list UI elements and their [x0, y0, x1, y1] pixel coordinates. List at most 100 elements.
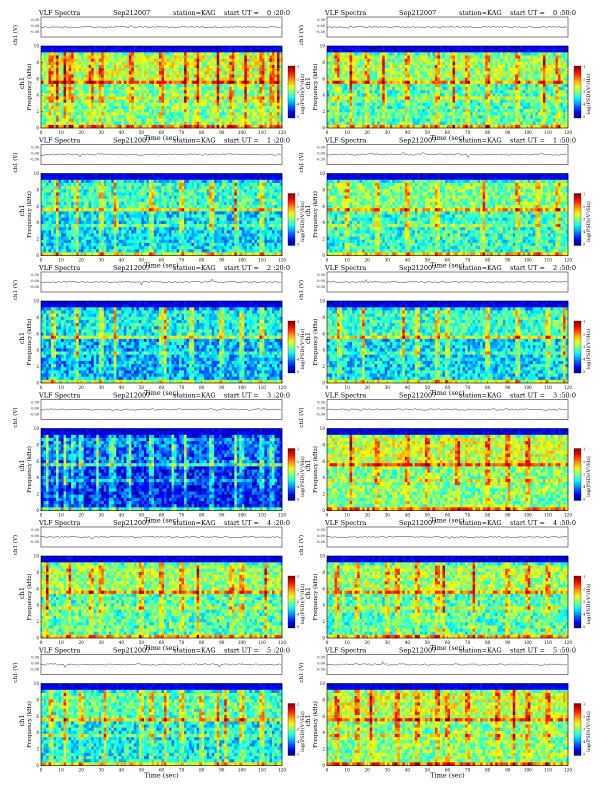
heatmap-cell — [111, 78, 114, 81]
heatmap-cell — [126, 112, 129, 115]
heatmap-cell — [99, 103, 102, 106]
heatmap-cell — [151, 65, 154, 68]
heatmap-cell — [51, 52, 54, 55]
heatmap-cell — [114, 84, 117, 87]
heatmap-cell — [131, 103, 134, 106]
heatmap-cell — [89, 65, 92, 68]
heatmap-cell — [116, 52, 119, 55]
heatmap-cell — [101, 96, 104, 99]
heatmap-cell — [179, 65, 182, 68]
heatmap-cell — [64, 115, 67, 118]
heatmap-cell — [59, 119, 62, 122]
heatmap-cell — [179, 52, 182, 55]
heatmap-cell — [56, 87, 59, 90]
heatmap-cell — [139, 100, 142, 103]
heatmap-cell — [89, 84, 92, 87]
heatmap-cell — [159, 100, 162, 103]
heatmap-cell — [154, 49, 157, 52]
heatmap-cell — [129, 68, 132, 71]
heatmap-cell — [56, 46, 59, 49]
heatmap-cell — [74, 90, 77, 93]
heatmap-cell — [151, 106, 154, 109]
heatmap-cell — [177, 78, 180, 81]
heatmap-cell — [124, 115, 127, 118]
panel-start-label: start UT = — [224, 9, 259, 17]
heatmap-cell — [86, 103, 89, 106]
heatmap-cell — [96, 115, 99, 118]
heatmap-cell — [69, 68, 72, 71]
heatmap-cell — [96, 87, 99, 90]
heatmap-cell — [179, 93, 182, 96]
heatmap-cell — [146, 55, 149, 58]
heatmap-cell — [126, 109, 129, 112]
heatmap-cell — [61, 62, 64, 65]
heatmap-cell — [121, 74, 124, 77]
heatmap-cell — [41, 90, 44, 93]
heatmap-cell — [136, 90, 139, 93]
heatmap-cell — [124, 96, 127, 99]
heatmap-cell — [71, 81, 74, 84]
heatmap-cell — [59, 93, 62, 96]
heatmap-cell — [96, 52, 99, 55]
heatmap-cell — [121, 93, 124, 96]
heatmap-cell — [126, 78, 129, 81]
heatmap-cell — [111, 74, 114, 77]
heatmap-cell — [59, 46, 62, 49]
heatmap-cell — [126, 59, 129, 62]
heatmap-cell — [116, 115, 119, 118]
heatmap-cell — [141, 122, 144, 125]
heatmap-cell — [44, 106, 47, 109]
heatmap-cell — [172, 59, 175, 62]
heatmap-cell — [134, 68, 137, 71]
heatmap-cell — [149, 84, 152, 87]
heatmap-cell — [169, 112, 172, 115]
heatmap-cell — [116, 46, 119, 49]
heatmap-cell — [174, 71, 177, 74]
heatmap-cell — [156, 65, 159, 68]
heatmap-cell — [81, 109, 84, 112]
heatmap-cell — [172, 90, 175, 93]
heatmap-cell — [174, 112, 177, 115]
heatmap-cell — [91, 62, 94, 65]
heatmap-cell — [99, 119, 102, 122]
heatmap-cell — [131, 55, 134, 58]
heatmap-cell — [182, 74, 185, 77]
heatmap-cell — [116, 71, 119, 74]
heatmap-cell — [91, 93, 94, 96]
heatmap-cell — [159, 112, 162, 115]
heatmap-cell — [124, 106, 127, 109]
heatmap-cell — [79, 81, 82, 84]
heatmap-cell — [121, 46, 124, 49]
heatmap-cell — [126, 49, 129, 52]
heatmap-cell — [54, 106, 57, 109]
heatmap-cell — [66, 122, 69, 125]
heatmap-cell — [94, 52, 97, 55]
heatmap-cell — [89, 106, 92, 109]
heatmap-cell — [61, 74, 64, 77]
spectra-figure: VLF Spectra Sep212007 station=KAG start UT … — [0, 0, 612, 792]
heatmap-cell — [116, 109, 119, 112]
heatmap-cell — [119, 109, 122, 112]
heatmap-cell — [69, 109, 72, 112]
heatmap-cell — [69, 71, 72, 74]
heatmap-cell — [86, 46, 89, 49]
heatmap-cell — [109, 103, 112, 106]
heatmap-cell — [116, 49, 119, 52]
heatmap-cell — [46, 119, 49, 122]
heatmap-cell — [114, 49, 117, 52]
heatmap-cell — [101, 87, 104, 90]
heatmap-cell — [169, 109, 172, 112]
heatmap-cell — [167, 62, 170, 65]
heatmap-cell — [81, 49, 84, 52]
heatmap-cell — [86, 96, 89, 99]
heatmap-cell — [61, 78, 64, 81]
heatmap-cell — [44, 49, 47, 52]
heatmap-cell — [179, 115, 182, 118]
heatmap-cell — [109, 46, 112, 49]
heatmap-cell — [177, 112, 180, 115]
heatmap-cell — [172, 100, 175, 103]
heatmap-cell — [101, 81, 104, 84]
heatmap-cell — [94, 55, 97, 58]
heatmap-cell — [84, 103, 87, 106]
heatmap-cell — [101, 93, 104, 96]
